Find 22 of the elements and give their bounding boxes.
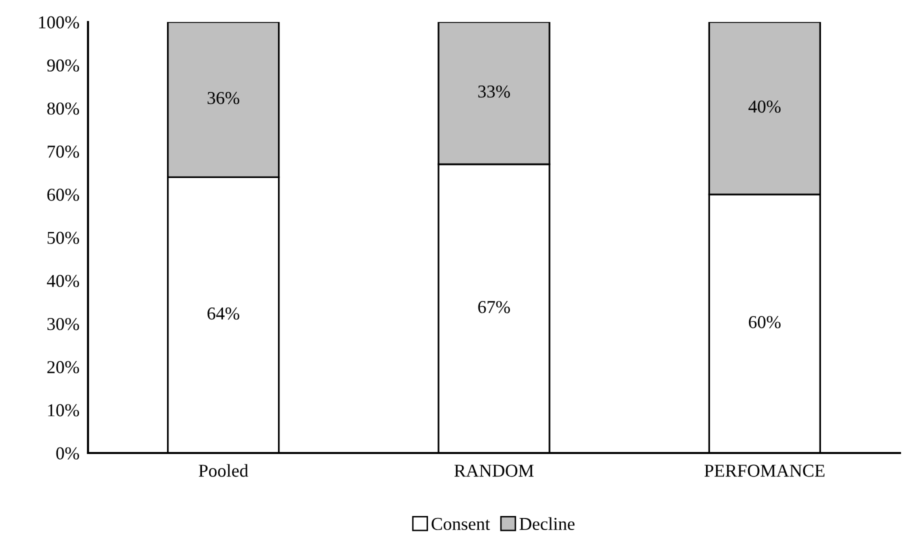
y-tick-label: 60% [47,188,80,201]
y-tick-label: 10% [48,404,80,416]
x-tick-label: PERFOMANCE [704,464,824,477]
x-tick-label: Pooled [198,464,248,477]
data-label: 64% [208,307,240,320]
data-label: 36% [208,92,240,104]
x-tick-label: RANDOM [454,464,534,477]
y-tick-label: 20% [47,361,80,374]
legend-label: Consent [432,518,490,530]
y-tick-label: 100% [39,16,80,28]
y-tick-label: 50% [48,232,80,244]
y-tick-label: 90% [47,59,80,72]
y-tick-label: 40% [46,274,80,288]
y-tick-label: 80% [47,102,80,115]
legend-label: Decline [520,517,575,530]
data-label: 67% [478,300,510,314]
data-label: 33% [478,85,510,98]
data-label: 60% [748,316,781,328]
y-tick-label: 30% [47,318,80,330]
y-tick-label: 0% [56,447,80,460]
y-tick-label: 70% [48,146,80,158]
data-label: 40% [748,100,781,113]
